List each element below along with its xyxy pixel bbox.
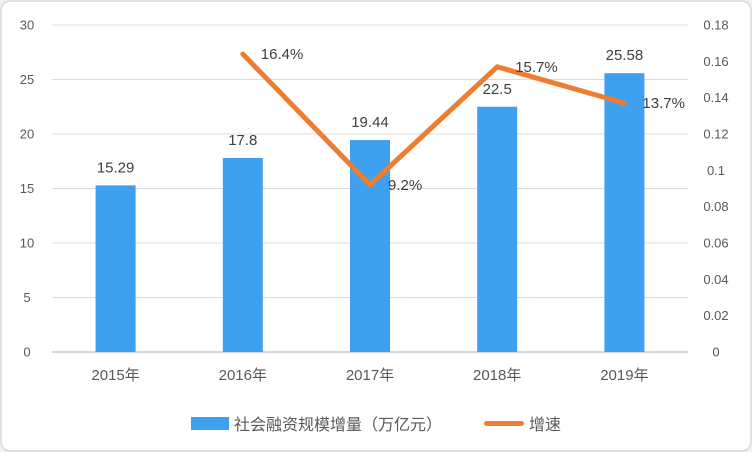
growth-line (240, 51, 627, 188)
bar-2019年 (604, 73, 645, 352)
line-series-swatch-icon (484, 420, 524, 426)
y2-axis-tick-label: 0.06 (703, 236, 728, 251)
y-axis-tick-label: 30 (20, 18, 34, 33)
line-point-label: 16.4% (261, 46, 304, 63)
x-axis-label: 2018年 (473, 367, 521, 384)
y2-axis-tick-label: 0 (712, 345, 719, 360)
bar-2016年 (222, 157, 263, 352)
y-axis-tick-label: 20 (20, 127, 34, 142)
line-point-label: 15.7% (515, 59, 558, 76)
x-axis-label: 2016年 (219, 367, 267, 384)
y2-axis-tick-label: 0.1 (707, 163, 725, 178)
line-series-legend-label: 增速 (529, 417, 562, 434)
bar-value-label: 15.29 (97, 159, 135, 176)
y2-axis-tick-label: 0.14 (703, 90, 728, 105)
bar-value-label: 19.44 (351, 114, 389, 131)
y2-axis-tick-label: 0.18 (703, 18, 728, 33)
chart-legend: 社会融资规模增量（万亿元） 增速 (2, 408, 750, 438)
y2-axis-tick-label: 0.08 (703, 199, 728, 214)
bar-value-label: 25.58 (606, 47, 644, 64)
y-axis-tick-label: 25 (20, 72, 34, 87)
y2-axis-tick-label: 0.04 (703, 272, 728, 287)
y-axis-tick-label: 0 (23, 345, 30, 360)
bar-value-label: 22.5 (483, 81, 512, 98)
y-axis-tick-label: 5 (23, 290, 30, 305)
legend-item-bar-series: 社会融资规模增量（万亿元） (190, 411, 442, 435)
x-axis-label: 2017年 (346, 367, 394, 384)
line-point-label: 13.7% (642, 95, 685, 112)
x-axis-label: 2015年 (91, 367, 139, 384)
bar-2015年 (95, 185, 136, 352)
y2-axis-tick-label: 0.12 (703, 127, 728, 142)
bar-series-legend-label: 社会融资规模增量（万亿元） (233, 417, 442, 434)
y2-axis-tick-label: 0.16 (703, 54, 728, 69)
legend-item-line-series: 增速 (484, 411, 561, 435)
x-axis-label: 2019年 (600, 367, 648, 384)
y-axis-tick-label: 15 (20, 181, 34, 196)
line-point-label: 9.2% (388, 177, 422, 194)
bar-value-label: 17.8 (228, 132, 257, 149)
bar-2018年 (477, 106, 518, 352)
y2-axis-tick-label: 0.02 (703, 308, 728, 323)
y-axis-tick-label: 10 (20, 236, 34, 251)
bar-series-swatch-icon (190, 416, 229, 430)
